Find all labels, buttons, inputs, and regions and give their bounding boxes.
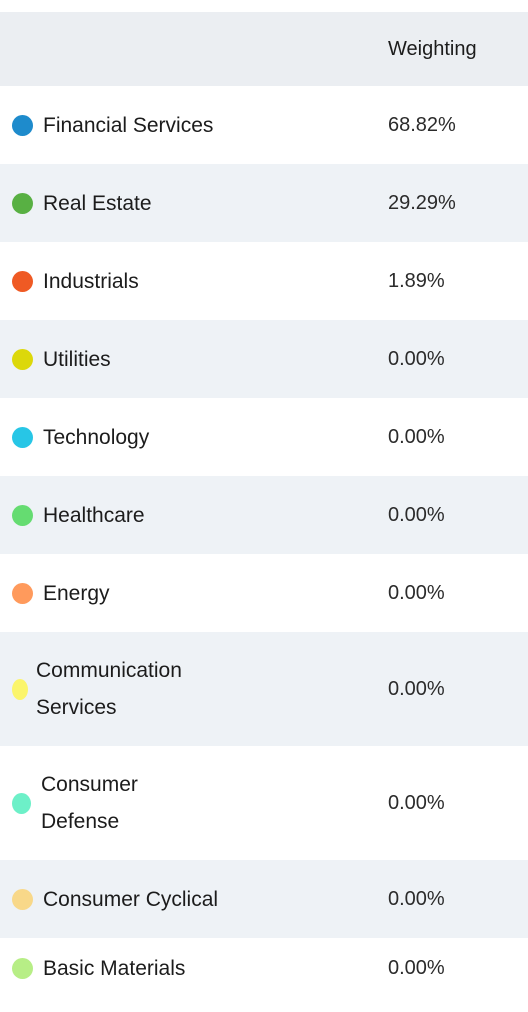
sector-label: Energy xyxy=(43,581,110,605)
table-header: Weighting xyxy=(0,12,528,86)
weighting-value: 0.00% xyxy=(388,503,445,526)
sector-cell: Real Estate xyxy=(0,185,388,222)
sector-label: Industrials xyxy=(43,269,139,293)
table-row-industrials: Industrials 1.89% xyxy=(0,242,528,320)
table-row-communication-services: Communication Services 0.00% xyxy=(0,632,528,746)
sector-color-dot-icon xyxy=(12,792,31,814)
weighting-value: 0.00% xyxy=(388,581,445,604)
weighting-value: 1.89% xyxy=(388,269,445,292)
weighting-value: 0.00% xyxy=(388,887,445,910)
sector-label: Financial Services xyxy=(43,113,214,137)
weighting-value: 29.29% xyxy=(388,191,456,214)
sector-cell: Energy xyxy=(0,575,388,612)
sector-cell: Utilities xyxy=(0,341,388,378)
table-row-consumer-defense: Consumer Defense 0.00% xyxy=(0,746,528,860)
table-row-real-estate: Real Estate 29.29% xyxy=(0,164,528,242)
sector-color-dot-icon xyxy=(12,192,33,214)
sector-label: Technology xyxy=(43,425,150,449)
sector-cell: Basic Materials xyxy=(0,950,388,987)
table-row-basic-materials: Basic Materials 0.00% xyxy=(0,938,528,998)
table-row-healthcare: Healthcare 0.00% xyxy=(0,476,528,554)
weighting-value: 68.82% xyxy=(388,113,456,136)
sector-cell: Financial Services xyxy=(0,107,388,144)
sector-color-dot-icon xyxy=(12,678,28,700)
table-row-utilities: Utilities 0.00% xyxy=(0,320,528,398)
table-row-energy: Energy 0.00% xyxy=(0,554,528,632)
weighting-value: 0.00% xyxy=(388,791,445,814)
sector-color-dot-icon xyxy=(12,957,33,979)
sector-color-dot-icon xyxy=(12,114,33,136)
sector-cell: Technology xyxy=(0,419,388,456)
table-row-financial-services: Financial Services 68.82% xyxy=(0,86,528,164)
sector-color-dot-icon xyxy=(12,888,33,910)
sector-weighting-table: Weighting Financial Services 68.82% Real… xyxy=(0,12,528,998)
sector-cell: Consumer Defense xyxy=(0,766,388,840)
sector-color-dot-icon xyxy=(12,426,33,448)
sector-label: Consumer Defense xyxy=(41,773,138,833)
sector-cell: Healthcare xyxy=(0,497,388,534)
weighting-column-header: Weighting xyxy=(388,37,477,60)
table-row-consumer-cyclical: Consumer Cyclical 0.00% xyxy=(0,860,528,938)
sector-label: Healthcare xyxy=(43,503,145,527)
sector-cell: Communication Services xyxy=(0,652,388,726)
sector-color-dot-icon xyxy=(12,504,33,526)
weighting-value: 0.00% xyxy=(388,425,445,448)
sector-label: Real Estate xyxy=(43,191,152,215)
sector-cell: Consumer Cyclical xyxy=(0,881,388,918)
sector-label: Communication Services xyxy=(36,659,182,719)
weighting-value: 0.00% xyxy=(388,677,445,700)
sector-color-dot-icon xyxy=(12,348,33,370)
sector-label: Basic Materials xyxy=(43,956,186,980)
sector-cell: Industrials xyxy=(0,263,388,300)
weighting-value: 0.00% xyxy=(388,347,445,370)
sector-label: Consumer Cyclical xyxy=(43,887,219,911)
sector-color-dot-icon xyxy=(12,582,33,604)
table-row-technology: Technology 0.00% xyxy=(0,398,528,476)
sector-color-dot-icon xyxy=(12,270,33,292)
sector-label: Utilities xyxy=(43,347,111,371)
weighting-value: 0.00% xyxy=(388,956,445,979)
